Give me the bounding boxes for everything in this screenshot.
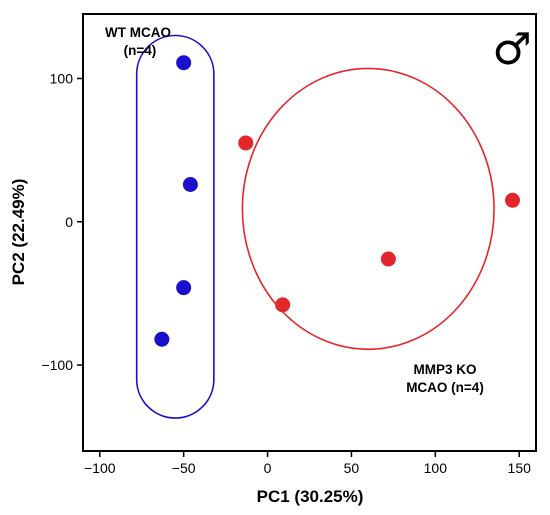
plot-frame	[82, 13, 537, 452]
ko-point	[238, 135, 254, 151]
male-symbol-icon: ♂	[492, 24, 531, 75]
x-axis-title: PC1 (30.25%)	[257, 487, 364, 506]
wt-point	[176, 280, 192, 296]
x-tick-label: 100	[424, 460, 448, 476]
wt-label-line2: (n=4)	[124, 43, 157, 58]
wt-label-line1: WT MCAO	[105, 25, 171, 40]
x-tick-label: 50	[344, 460, 360, 476]
y-axis-title: PC2 (22.49%)	[9, 179, 28, 286]
wt-point	[182, 177, 198, 193]
y-tick-label: 100	[50, 70, 74, 86]
wt-group-enclosure	[135, 34, 215, 419]
ko-group-enclosure	[241, 67, 495, 351]
wt-point	[154, 331, 170, 347]
ko-point	[380, 251, 396, 267]
x-axis: −100 −50 0 50 100 150	[84, 451, 531, 476]
ko-label-line1: MMP3 KO	[413, 362, 476, 377]
ko-label-line2: MCAO (n=4)	[406, 380, 484, 395]
y-axis: −100 0 100	[41, 70, 83, 373]
x-tick-label: 0	[264, 460, 272, 476]
y-tick-label: 0	[65, 214, 73, 230]
x-tick-label: −100	[84, 460, 116, 476]
wt-point	[176, 55, 192, 71]
y-tick-label: −100	[41, 357, 73, 373]
x-tick-label: 150	[508, 460, 532, 476]
ko-point	[275, 297, 291, 313]
x-tick-label: −50	[172, 460, 196, 476]
ko-point	[505, 192, 521, 208]
data-points	[154, 55, 521, 347]
